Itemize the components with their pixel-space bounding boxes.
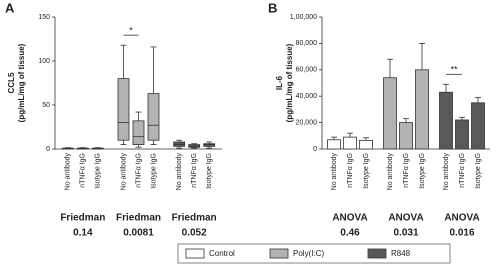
stat-test: Friedman — [116, 213, 161, 224]
x-tick-label: nTNFα IgG — [347, 153, 354, 188]
bar — [439, 91, 453, 150]
legend-swatch — [185, 248, 205, 259]
x-tick-label: Isotype IgG — [363, 153, 370, 189]
y-tick-label: 1,00,000 — [290, 14, 317, 21]
x-tick-label: No antibody — [176, 153, 183, 191]
bar — [343, 136, 357, 150]
legend-swatch — [269, 248, 289, 259]
significance-label: * — [129, 26, 133, 36]
x-tick-label: No antibody — [443, 153, 450, 191]
box — [173, 141, 186, 147]
bar — [471, 102, 485, 150]
stat-test: ANOVA — [332, 213, 367, 224]
stat-test: ANOVA — [444, 213, 479, 224]
x-tick-label: nTNFα IgG — [191, 153, 198, 188]
y-axis-label-line: CCL5 — [7, 72, 16, 93]
x-tick-label: Isotype IgG — [475, 153, 482, 189]
y-tick-label: 80,000 — [296, 40, 318, 47]
box — [117, 78, 130, 141]
x-tick-label: nTNFα IgG — [135, 153, 142, 188]
panel-label: B — [268, 0, 277, 15]
y-axis-label-line: (pg/mL/mg of tissue) — [285, 43, 294, 122]
x-tick-label: Isotype IgG — [419, 153, 426, 189]
bar — [359, 140, 373, 150]
y-axis-label-line: (pg/mL/mg of tissue) — [17, 43, 26, 122]
box — [188, 144, 201, 148]
y-tick-label: 40,000 — [296, 93, 318, 100]
x-tick-label: nTNFα IgG — [80, 153, 87, 188]
p-value: 0.031 — [393, 228, 418, 239]
box — [203, 143, 216, 147]
legend-label: Poly(I:C) — [293, 249, 324, 258]
y-tick-label: 150 — [38, 14, 50, 21]
x-tick-label: nTNFα IgG — [403, 153, 410, 188]
bar — [327, 139, 341, 150]
y-tick-label: 50 — [42, 102, 50, 109]
significance-label: ** — [450, 65, 458, 75]
bar — [415, 69, 429, 150]
p-value: 0.052 — [182, 228, 207, 239]
x-tick-label: No antibody — [331, 153, 338, 191]
bar — [399, 122, 413, 150]
x-tick-label: No antibody — [65, 153, 72, 191]
y-tick-label: 0 — [313, 146, 317, 153]
bar — [383, 77, 397, 150]
p-value: 0.0081 — [123, 228, 154, 239]
stat-test: Friedman — [60, 213, 105, 224]
y-axis-label: IL-6(pg/mL/mg of tissue) — [275, 43, 294, 122]
x-tick-label: No antibody — [387, 153, 394, 191]
stat-test: ANOVA — [388, 213, 423, 224]
legend-label: Control — [209, 249, 235, 258]
y-axis-label-line: IL-6 — [275, 75, 284, 90]
stat-test: Friedman — [172, 213, 217, 224]
y-tick-label: 100 — [38, 58, 50, 65]
y-tick-label: 20,000 — [296, 119, 318, 126]
x-tick-label: nTNFα IgG — [459, 153, 466, 188]
y-tick-label: 60,000 — [296, 67, 318, 74]
y-tick-label: 0 — [46, 146, 50, 153]
x-tick-label: Isotype IgG — [206, 153, 213, 189]
y-axis-label: CCL5(pg/mL/mg of tissue) — [7, 43, 26, 122]
bar — [455, 119, 469, 150]
x-tick-label: No antibody — [120, 153, 127, 191]
x-tick-label: Isotype IgG — [95, 153, 102, 189]
x-tick-label: Isotype IgG — [150, 153, 157, 189]
p-value: 0.016 — [449, 228, 474, 239]
panel-label: A — [5, 0, 15, 15]
box — [132, 120, 145, 145]
legend-label: R848 — [391, 249, 411, 258]
legend-swatch — [367, 248, 387, 259]
p-value: 0.46 — [340, 228, 360, 239]
p-value: 0.14 — [73, 228, 93, 239]
box — [147, 93, 160, 141]
